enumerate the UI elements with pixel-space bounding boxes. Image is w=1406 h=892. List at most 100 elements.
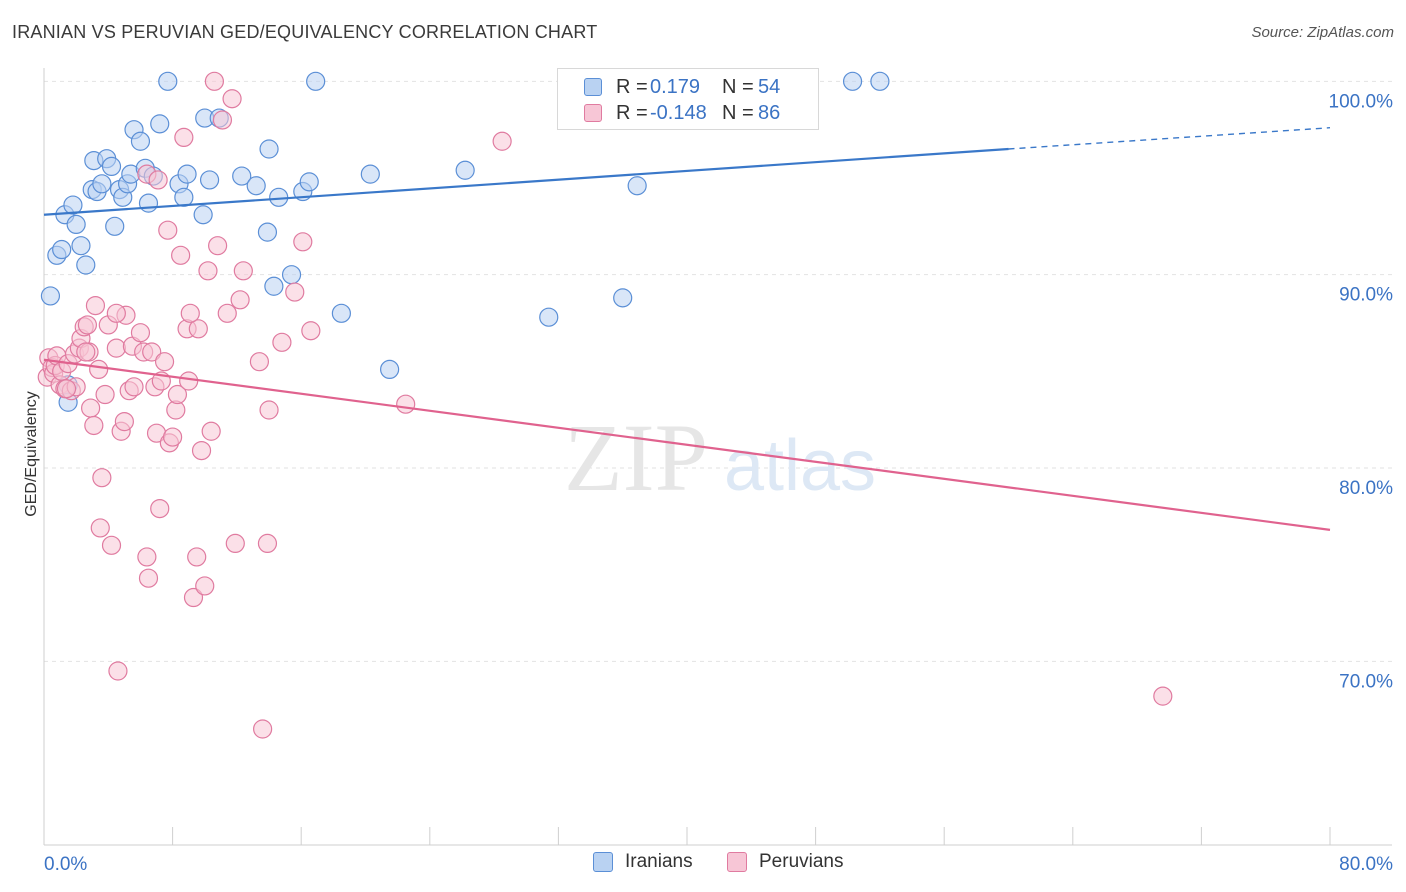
point-peruvians (208, 236, 228, 256)
point-peruvians (191, 441, 212, 461)
point-iranians (40, 286, 61, 306)
legend-label-peruvians: Peruvians (759, 851, 844, 872)
point-iranians (455, 160, 475, 180)
point-peruvians (204, 71, 224, 91)
point-peruvians (124, 377, 144, 397)
y-tick-label-70: 70.0% (1339, 671, 1393, 692)
point-peruvians (137, 547, 157, 567)
stats-row-iranians: R = 0.179 N = 54 (584, 74, 780, 100)
point-peruvians (179, 371, 199, 391)
point-iranians (199, 170, 220, 190)
point-peruvians (171, 245, 191, 265)
point-peruvians (90, 518, 110, 538)
point-iranians (613, 288, 633, 308)
point-iranians (232, 166, 252, 186)
trendline-extension-iranians (1008, 127, 1331, 150)
point-iranians (63, 195, 83, 215)
point-peruvians (85, 296, 106, 316)
point-peruvians (249, 352, 270, 372)
point-peruvians (212, 110, 233, 130)
axis-layer (43, 68, 1392, 846)
point-peruvians (106, 303, 126, 323)
y-axis-title: GED/Equivalency (23, 391, 40, 516)
n-label: N = (722, 75, 754, 98)
point-peruvians (148, 170, 168, 190)
point-peruvians (222, 89, 242, 109)
point-peruvians (183, 587, 204, 608)
n-label: N = (722, 101, 754, 124)
point-iranians (174, 187, 194, 207)
n-value: 86 (758, 101, 781, 124)
trendline-iranians (43, 147, 1009, 216)
point-peruvians (89, 359, 109, 379)
legend-item-iranians[interactable]: Iranians (593, 851, 693, 873)
point-peruvians (492, 131, 512, 151)
point-peruvians (230, 290, 250, 310)
point-iranians (138, 193, 159, 213)
point-iranians (246, 176, 266, 196)
point-peruvians (253, 719, 273, 739)
legend-swatch-iranians (584, 78, 602, 96)
point-iranians (76, 255, 96, 275)
watermark: ZIP atlas (564, 404, 876, 511)
point-peruvians (108, 661, 128, 681)
point-iranians (264, 276, 284, 296)
point-iranians (257, 222, 278, 242)
n-value: 54 (758, 75, 781, 98)
legend-swatch-peruvians (584, 104, 602, 122)
point-iranians (130, 131, 151, 151)
point-peruvians (138, 568, 159, 588)
legend-swatch-peruvians (727, 852, 747, 872)
point-peruvians (272, 332, 292, 352)
point-peruvians (188, 319, 208, 339)
y-tick-label-100: 100.0% (1329, 91, 1394, 112)
point-peruvians (257, 533, 278, 554)
point-peruvians (154, 352, 175, 372)
point-peruvians (201, 421, 221, 441)
x-tick-label-min: 0.0% (44, 854, 87, 875)
point-iranians (52, 239, 72, 260)
point-peruvians (293, 232, 313, 252)
point-iranians (101, 156, 122, 176)
legend-item-peruvians[interactable]: Peruvians (727, 851, 844, 873)
point-peruvians (76, 342, 96, 362)
point-peruvians (217, 303, 237, 323)
point-peruvians (56, 379, 77, 399)
point-peruvians (174, 127, 194, 147)
point-peruvians (1153, 686, 1173, 706)
point-peruvians (396, 394, 416, 414)
point-iranians (539, 307, 559, 327)
point-peruvians (84, 415, 104, 436)
point-iranians (842, 71, 863, 91)
point-iranians (259, 139, 279, 159)
stats-legend: R = 0.179 N = 54 R = -0.148 N = 86 (557, 68, 819, 130)
point-iranians (66, 214, 86, 234)
point-iranians (360, 164, 380, 184)
point-iranians (380, 359, 400, 379)
point-peruvians (187, 547, 207, 567)
point-peruvians (225, 533, 245, 554)
point-peruvians (101, 535, 122, 555)
point-peruvians (195, 576, 215, 596)
x-tick-label-max: 80.0% (1339, 854, 1393, 875)
chart-title: IRANIAN VS PERUVIAN GED/EQUIVALENCY CORR… (12, 22, 598, 42)
point-peruvians (301, 321, 321, 341)
point-iranians (627, 176, 647, 196)
point-iranians (331, 303, 351, 323)
r-value: -0.148 (650, 101, 707, 124)
r-label: R = (616, 101, 648, 124)
legend-label-iranians: Iranians (625, 851, 693, 872)
trendline-peruvians (43, 358, 1331, 531)
point-peruvians (77, 315, 98, 335)
watermark-zip: ZIP (564, 404, 708, 511)
source-credit: Source: ZipAtlas.com (1251, 24, 1394, 41)
r-value: 0.179 (650, 75, 701, 98)
point-iranians (150, 114, 170, 134)
stats-row-peruvians: R = -0.148 N = 86 (584, 100, 780, 126)
point-peruvians (163, 427, 183, 447)
point-peruvians (167, 384, 188, 405)
point-iranians (92, 174, 112, 194)
point-peruvians (81, 398, 101, 418)
series-legend: Iranians Peruvians (0, 851, 1406, 877)
